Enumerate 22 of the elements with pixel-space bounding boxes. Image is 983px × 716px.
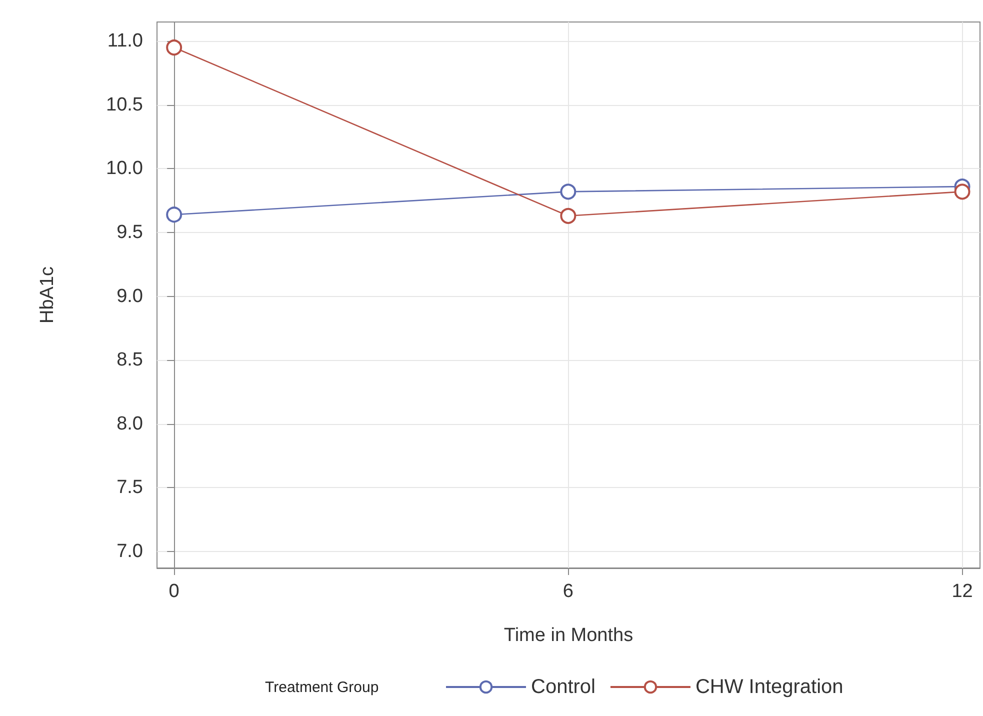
x-tick-label: 6 (562, 581, 574, 602)
y-axis-title: HbA1c (37, 266, 58, 324)
point (954, 184, 970, 200)
y-tick-label: 9.5 (116, 222, 143, 243)
y-tick-label: 10.5 (106, 94, 143, 116)
legend-label: CHW Integration (695, 676, 844, 698)
legend-label: Control (531, 676, 596, 698)
x-tick-label: 0 (168, 581, 180, 602)
y-tick-label: 11.0 (107, 30, 143, 52)
point (560, 208, 576, 224)
y-tick-label: 9.0 (116, 286, 143, 307)
y-tick-label: 7.5 (116, 477, 143, 498)
point (560, 184, 576, 200)
y-tick-label: 7.0 (116, 540, 143, 562)
point (166, 40, 182, 56)
y-tick-label: 8.5 (116, 350, 143, 371)
point (166, 206, 182, 223)
x-axis-title: Time in Months (504, 625, 634, 646)
y-tick-label: 8.0 (116, 413, 143, 434)
x-tick-label: 12 (952, 581, 973, 602)
y-tick-label: 10.0 (106, 158, 143, 180)
legend-title: Treatment Group (265, 679, 379, 696)
